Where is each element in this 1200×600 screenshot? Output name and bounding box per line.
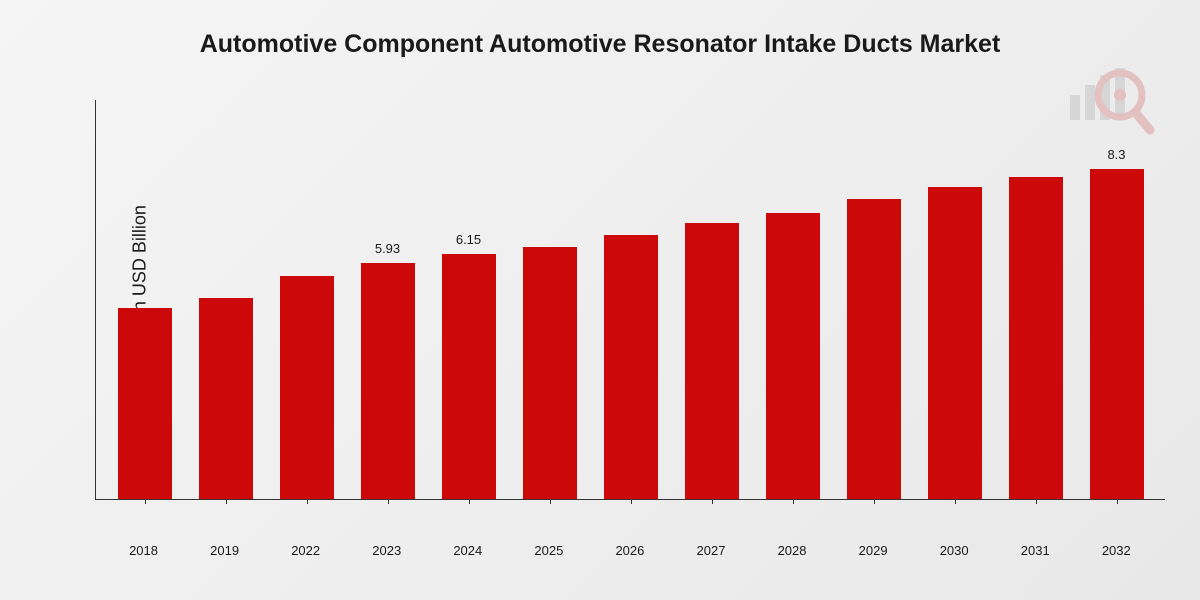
bar [766,213,820,499]
bar-group [921,165,989,499]
x-axis-tick-label: 2022 [272,543,340,558]
bar-group: 6.15 [435,232,503,499]
bar [604,235,658,499]
bar [442,254,496,499]
bar [361,263,415,499]
bars-group: 5.93 6.15 8.3 [96,100,1165,499]
x-axis-tick [793,499,794,504]
bar [928,187,982,499]
bar [1090,169,1144,499]
bar [118,308,172,499]
x-axis-tick [307,499,308,504]
plot-area: 5.93 6.15 8.3 [95,100,1165,500]
x-axis-tick [1036,499,1037,504]
x-axis-tick [388,499,389,504]
x-axis-tick-label: 2028 [758,543,826,558]
bar-group [516,225,584,499]
x-axis-tick [874,499,875,504]
bar [1009,177,1063,499]
bar-group [111,286,179,499]
x-axis-tick-label: 2031 [1001,543,1069,558]
bar [523,247,577,499]
x-axis-tick [550,499,551,504]
chart-title: Automotive Component Automotive Resonato… [0,0,1200,59]
x-axis-tick [469,499,470,504]
x-axis-tick [1117,499,1118,504]
bar-group [1002,155,1070,499]
bar [199,298,253,499]
x-axis-tick-label: 2024 [434,543,502,558]
bar [280,276,334,499]
bar-group: 8.3 [1083,147,1151,499]
bar-value-label: 8.3 [1107,147,1125,165]
bar-group [840,177,908,499]
bar [847,199,901,499]
x-axis-tick-label: 2027 [677,543,745,558]
bar [685,223,739,499]
x-axis-tick-label: 2029 [839,543,907,558]
x-axis-tick-label: 2019 [191,543,259,558]
x-axis-tick [145,499,146,504]
bar-group [192,276,260,499]
x-axis-tick-label: 2023 [353,543,421,558]
x-axis-tick-label: 2032 [1082,543,1150,558]
bar-value-label: 6.15 [456,232,481,250]
x-axis-tick [226,499,227,504]
x-axis-tick [712,499,713,504]
x-axis-tick-label: 2025 [515,543,583,558]
chart-container: Market Value in USD Billion 5.936.158.3 … [75,100,1175,530]
x-axis-labels: 2018 2019 2022 2023 2024 2025 2026 2027 2028 2029… [95,543,1165,558]
x-axis-tick-label: 2026 [596,543,664,558]
bar-group [273,254,341,499]
bar-group: 5.93 [354,241,422,499]
bar-group [597,213,665,499]
bar-group [678,201,746,499]
x-axis-tick-label: 2030 [920,543,988,558]
bar-group [759,191,827,499]
bar-value-label: 5.93 [375,241,400,259]
x-axis-tick [955,499,956,504]
x-axis-tick [631,499,632,504]
x-axis-tick-label: 2018 [110,543,178,558]
